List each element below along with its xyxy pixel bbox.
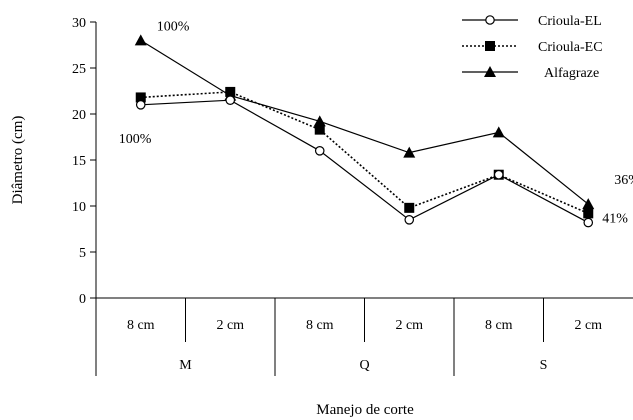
data-label: 100% [119, 132, 152, 147]
y-tick-label: 15 [72, 154, 86, 169]
data-point [134, 34, 147, 46]
y-tick-label: 25 [72, 62, 86, 77]
x-tick-label: 8 cm [127, 318, 155, 333]
data-point [314, 124, 325, 135]
x-group-label: M [179, 358, 192, 373]
y-tick-label: 30 [72, 16, 86, 31]
data-point [404, 215, 415, 225]
annotations: 100% 100% 36% 41% [119, 19, 633, 226]
legend-label: Crioula-EL [538, 14, 602, 29]
y-tick-label: 10 [72, 200, 86, 215]
data-point [583, 217, 594, 228]
data-label: 100% [157, 19, 190, 34]
legend-marker [485, 41, 495, 51]
data-point [583, 208, 594, 219]
legend-item: Alfagraze [462, 66, 599, 81]
legend-marker [484, 66, 496, 77]
data-point [582, 198, 595, 210]
x-tick-label: 8 cm [306, 318, 334, 333]
x-tick-label: 2 cm [216, 318, 244, 333]
x-tick-label: 2 cm [395, 318, 423, 333]
data-point [135, 100, 146, 110]
data-point [225, 95, 236, 105]
y-axis: 0 5 10 15 20 25 30 [72, 16, 97, 307]
y-tick-label: 20 [72, 108, 86, 123]
data-point [493, 169, 504, 180]
data-point [403, 146, 416, 158]
series-2 [134, 34, 595, 210]
x-axis: 8 cm 2 cm 8 cm 2 cm 8 cm 2 cm M Q S [95, 297, 633, 376]
data-point [492, 126, 505, 138]
data-label: 36% [614, 173, 633, 188]
data-point [404, 202, 415, 213]
series-line [140, 91, 589, 215]
x-group-label: S [540, 358, 548, 373]
x-axis-title: Manejo de corte [316, 402, 414, 418]
y-tick-label: 5 [79, 246, 86, 261]
series-0 [135, 95, 594, 228]
x-tick-label: 8 cm [485, 318, 513, 333]
series-line [140, 39, 589, 205]
series-line [140, 99, 589, 224]
legend-item: Crioula-EC [462, 40, 603, 55]
data-point [225, 86, 236, 97]
y-tick-label: 0 [79, 292, 86, 307]
data-point [314, 146, 325, 156]
legend: Crioula-EL Crioula-EC Alfagraze [462, 14, 603, 81]
series-layer [134, 34, 595, 228]
y-axis-title: Diâmetro (cm) [10, 116, 26, 205]
x-tick-label: 2 cm [574, 318, 602, 333]
data-point [135, 92, 146, 103]
x-group-label: Q [359, 358, 369, 373]
data-label: 41% [602, 211, 628, 226]
legend-label: Alfagraze [544, 66, 599, 81]
data-point [313, 115, 326, 127]
legend-label: Crioula-EC [538, 40, 603, 55]
legend-marker [485, 15, 495, 25]
legend-item: Crioula-EL [462, 14, 602, 29]
